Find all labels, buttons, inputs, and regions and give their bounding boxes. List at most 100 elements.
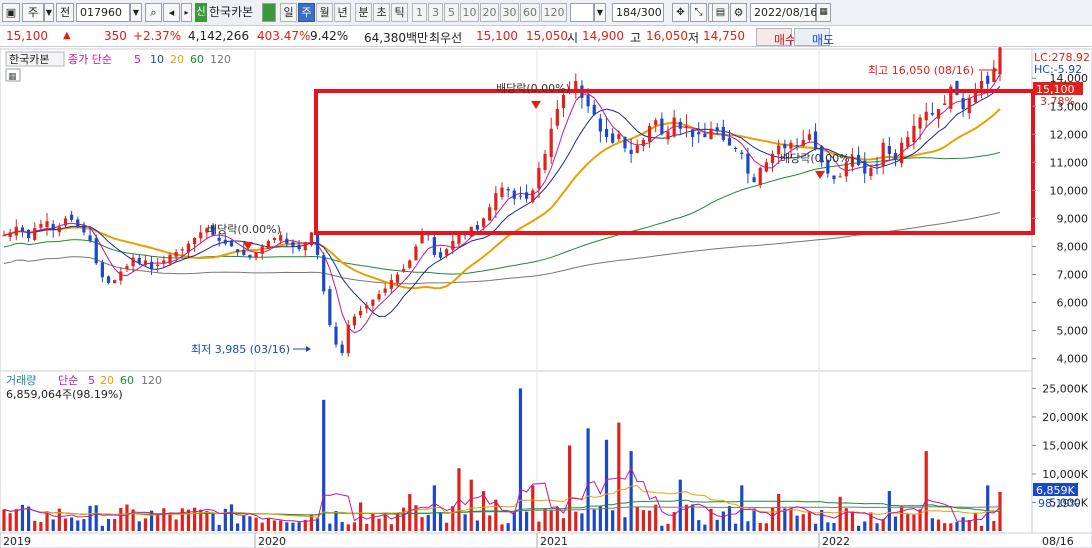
crosshair-icon[interactable]: ✥ — [672, 3, 689, 22]
candle-body — [697, 132, 701, 135]
interval-1[interactable]: 1 — [412, 3, 427, 22]
interval-10-label: 10 — [462, 6, 477, 19]
candle-body — [389, 280, 393, 289]
candle-body — [365, 305, 369, 309]
stock-code-input[interactable]: 017960 — [76, 3, 130, 22]
speaker-icon[interactable]: ◂ — [163, 3, 180, 22]
interval-3[interactable]: 3 — [428, 3, 443, 22]
period-day[interactable]: 일 — [280, 3, 297, 22]
candle-body — [340, 344, 344, 353]
chart-area[interactable]: 한국카본 종가 단순 5 10 20 60 120 ▦ LC:278.92 HC… — [0, 42, 1092, 548]
candle-body — [629, 149, 633, 154]
volume-bar — [2, 509, 6, 531]
date-input[interactable]: 2022/08/16 — [750, 3, 817, 22]
candle-body — [20, 227, 25, 232]
candle-body — [57, 226, 61, 232]
stock-info-icon[interactable] — [262, 3, 276, 22]
price-y-label: 14,000 — [1050, 72, 1089, 85]
candle-body — [346, 324, 350, 354]
volume-bar — [279, 520, 283, 531]
price-y-label: 6,000 — [1057, 297, 1089, 310]
volume-legend-ma5: 5 — [88, 374, 95, 387]
volume-bar — [211, 512, 215, 531]
candle-body — [844, 162, 848, 177]
interval-120[interactable]: 120 — [541, 3, 567, 22]
dividend-marker-2021 — [815, 171, 825, 179]
interval-5[interactable]: 5 — [444, 3, 459, 22]
volume-legend-ma60: 60 — [120, 374, 134, 387]
best-bid: 15,050 — [526, 29, 568, 43]
volume-bar — [463, 514, 467, 531]
period-minute[interactable]: 분 — [355, 3, 372, 22]
volume-y-label: 10,000K — [1042, 468, 1088, 481]
trend-tool-icon[interactable]: ⤡ — [690, 3, 707, 22]
period-year-label: 년 — [337, 6, 348, 19]
volume-bar — [555, 506, 559, 531]
dividend-label-2019: 배당락(0.00%) — [207, 223, 281, 236]
candle-body — [727, 138, 732, 146]
custom-interval-dropdown-icon[interactable]: ▼ — [594, 3, 606, 22]
interval-30[interactable]: 30 — [500, 3, 519, 22]
volume-bar — [199, 509, 203, 531]
chart-toolbar: ▣ 주 ▼ 전 017960 ▼ ⌕ ◂ ▸ 신 한국카본 일 주 월 년 분 … — [0, 0, 1092, 26]
candle-body — [961, 98, 965, 110]
volume-bar — [906, 513, 910, 531]
candle-body — [660, 118, 664, 135]
period-month[interactable]: 월 — [316, 3, 333, 22]
volume-bar — [205, 510, 209, 531]
candle-body — [924, 111, 928, 121]
window-menu-icon[interactable]: ▣ — [2, 3, 20, 22]
period-year[interactable]: 년 — [334, 3, 351, 22]
code-dropdown-arrow-icon[interactable]: ▼ — [130, 3, 142, 22]
sell-button[interactable]: 매도 — [794, 28, 834, 47]
save-icon[interactable]: ▤ — [712, 3, 729, 22]
volume-bar — [315, 518, 320, 531]
current-price: 15,100 — [6, 29, 48, 43]
low-annotation-arrowhead — [306, 346, 311, 352]
data-count-input[interactable]: 184/300 — [612, 3, 664, 22]
candle-body — [285, 238, 289, 244]
interval-10[interactable]: 10 — [460, 3, 479, 22]
candle-body — [654, 120, 658, 126]
interval-120-label: 120 — [543, 6, 565, 19]
market-dropdown-arrow-icon[interactable]: ▼ — [44, 3, 54, 22]
volume-bar — [26, 506, 31, 531]
chart-svg[interactable]: 한국카본 종가 단순 5 10 20 60 120 ▦ LC:278.92 HC… — [0, 42, 1092, 548]
sound-arrow-icon[interactable]: ▸ — [181, 3, 192, 22]
volume-bar — [697, 520, 701, 531]
period-month-label: 월 — [319, 6, 330, 19]
prev-button[interactable]: 전 — [56, 3, 74, 22]
custom-interval-input[interactable] — [570, 3, 594, 22]
search-icon[interactable]: ⌕ — [145, 3, 162, 22]
volume-bar — [371, 513, 375, 531]
candle-body — [635, 145, 639, 153]
candle-body — [906, 137, 910, 147]
interval-60[interactable]: 60 — [520, 3, 540, 22]
period-second[interactable]: 초 — [373, 3, 390, 22]
buy-button[interactable]: 매수 — [756, 28, 796, 47]
volume-bar — [986, 485, 990, 531]
volume-bar — [389, 524, 393, 531]
candle-body — [623, 136, 627, 149]
candle-body — [414, 246, 418, 261]
volume-bar — [955, 521, 959, 531]
period-tick[interactable]: 틱 — [391, 3, 408, 22]
interval-20[interactable]: 20 — [480, 3, 499, 22]
volume-bar — [623, 517, 627, 531]
market-select[interactable]: 주 — [22, 3, 44, 22]
open-price: 14,900 — [582, 29, 624, 43]
period-week[interactable]: 주 — [298, 3, 315, 22]
open-label: 시 — [567, 31, 579, 45]
grid-toggle-icon[interactable] — [5, 68, 21, 82]
volume-bar — [51, 519, 55, 531]
gear-icon[interactable]: ⚙ — [730, 3, 747, 22]
candle-body — [248, 254, 252, 258]
volume-bar — [322, 399, 326, 531]
volume-bar — [156, 513, 160, 531]
candle-body — [973, 89, 978, 103]
candle-body — [813, 131, 818, 149]
volume-bar — [863, 521, 867, 531]
volume-bar — [727, 505, 732, 531]
candle-body — [334, 326, 338, 345]
calendar-icon[interactable]: ▦ — [816, 3, 831, 22]
